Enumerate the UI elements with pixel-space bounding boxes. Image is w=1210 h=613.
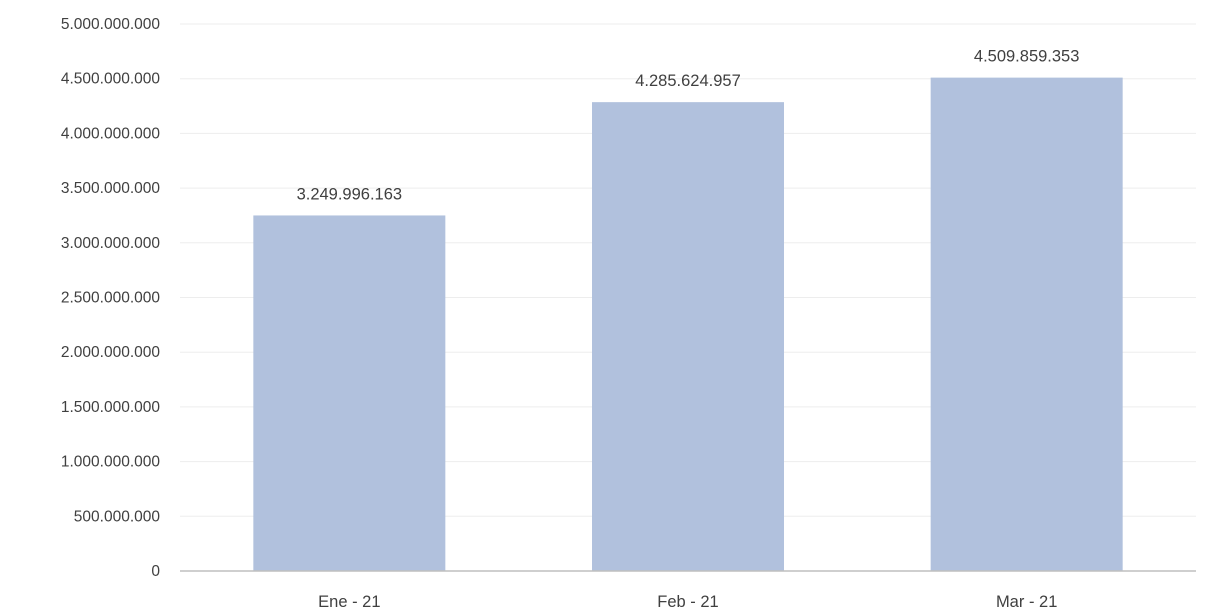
bar-data-labels: 3.249.996.163 4.285.624.957 4.509.859.353 [297,48,1080,204]
bar [253,215,446,571]
y-axis-tick-label: 500.000.000 [74,508,161,525]
y-axis-tick-label: 0 [151,563,160,580]
x-axis-tick-label: Ene - 21 [318,593,380,611]
bar-data-label: 3.249.996.163 [297,185,403,203]
y-axis-tick-label: 5.000.000.000 [61,16,161,33]
x-axis-tick-labels: Ene - 21 Feb - 21 Mar - 21 [318,593,1057,611]
bar [592,102,784,572]
bars [253,77,1123,572]
y-axis-tick-label: 4.000.000.000 [61,125,161,142]
y-axis-tick-label: 2.000.000.000 [61,344,161,361]
y-axis-tick-label: 1.500.000.000 [61,399,161,416]
y-axis-tick-label: 2.500.000.000 [61,290,161,307]
y-axis-tick-label: 1.000.000.000 [61,454,161,471]
bar [930,77,1123,571]
x-axis-tick-label: Feb - 21 [657,593,718,611]
y-axis-tick-label: 3.000.000.000 [61,235,161,252]
bar-data-label: 4.509.859.353 [974,48,1080,66]
x-axis-tick-label: Mar - 21 [996,593,1057,611]
y-axis-tick-label: 4.500.000.000 [61,71,161,88]
y-axis-tick-labels: 0 500.000.000 1.000.000.000 1.500.000.000 2.… [61,16,161,580]
bar-data-label: 4.285.624.957 [635,72,741,90]
y-axis-tick-label: 3.500.000.000 [61,180,161,197]
